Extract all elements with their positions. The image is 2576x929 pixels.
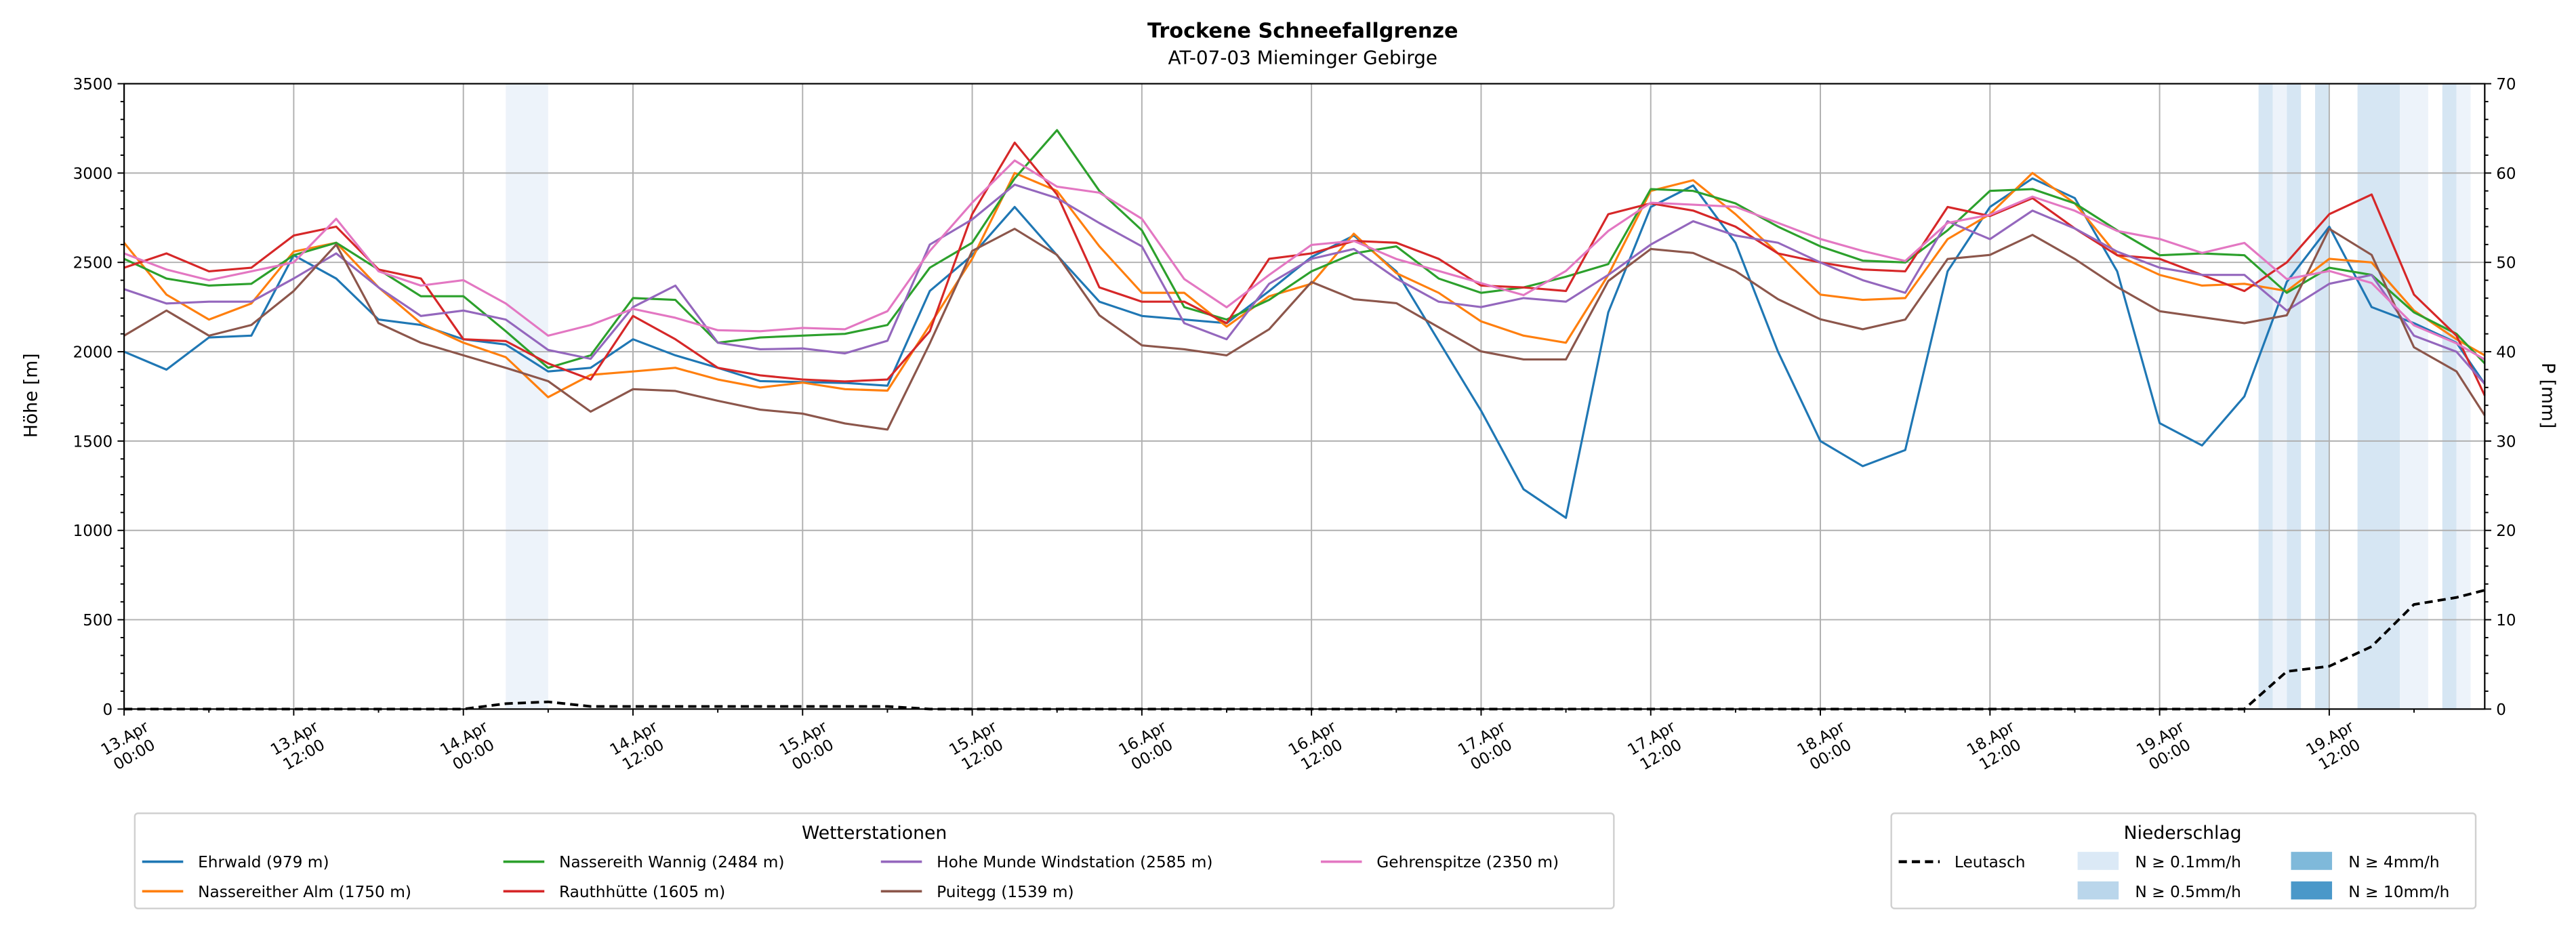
precip-band: [2456, 83, 2471, 709]
station-lines: [123, 129, 2486, 711]
precip-band: [2258, 83, 2273, 709]
legend-class-label: N ≥ 10mm/h: [2348, 883, 2449, 901]
y-axis-label: Höhe [m]: [21, 353, 42, 438]
precip-bands: [506, 83, 2471, 709]
legend-station-label: Gehrenspitze (2350 m): [1376, 853, 1559, 871]
legend-patch-10: [2291, 881, 2333, 900]
y-axis-right-label: P [mm]: [2537, 363, 2558, 428]
precip-band: [2442, 83, 2457, 709]
legend-station-label: Rauthhütte (1605 m): [559, 883, 725, 901]
legend-class-label: N ≥ 0.1mm/h: [2135, 853, 2241, 871]
chart-subtitle: AT-07-03 Mieminger Gebirge: [1168, 46, 1438, 68]
y-tick-label: 2500: [73, 255, 113, 272]
series-line-nassereither: [123, 171, 2486, 398]
y-right-tick-label: 50: [2496, 255, 2516, 272]
legend-station-label: Puitegg (1539 m): [937, 883, 1074, 901]
series-line-puitegg: [123, 228, 2486, 431]
y-right-tick-label: 0: [2496, 701, 2506, 719]
plot-frame: [123, 83, 2486, 710]
legend-station-label: Nassereither Alm (1750 m): [198, 883, 411, 901]
y-right-tick-label: 40: [2496, 344, 2516, 362]
legend-patch-0.1: [2077, 852, 2119, 870]
series-line-nassereith: [123, 129, 2486, 369]
legend-precip: Niederschlag Leutasch N ≥ 0.1mm/h N ≥ 0.…: [1890, 812, 2477, 909]
legend-stations: Wetterstationen Ehrwald (979 m) Nassereit…: [134, 812, 1615, 909]
legend-station-label: Hohe Munde Windstation (2585 m): [937, 853, 1212, 871]
series-line-rauthhütte: [123, 141, 2486, 396]
precip-band: [2287, 83, 2302, 709]
legend-station-label: Nassereith Wannig (2484 m): [559, 853, 784, 871]
legend-class-label: N ≥ 4mm/h: [2348, 853, 2439, 871]
legend-patch-0.5: [2077, 881, 2119, 900]
y-tick-label: 1000: [73, 522, 113, 540]
y-right-tick-label: 10: [2496, 612, 2516, 629]
y-tick-label: 2000: [73, 344, 113, 362]
legend-leutasch-label: Leutasch: [1955, 853, 2026, 871]
legend-station-label: Ehrwald (979 m): [198, 853, 329, 871]
y-right-tick-label: 60: [2496, 165, 2516, 183]
series-line-gehrenspitze: [123, 159, 2486, 360]
legend-precip-title: Niederschlag: [2124, 823, 2242, 844]
series-line-hohe: [123, 183, 2486, 385]
y-right-tick-label: 70: [2496, 76, 2516, 94]
chart-title: Trockene Schneefallgrenze: [1147, 20, 1458, 43]
precip-band: [2272, 83, 2287, 709]
y-right-tick-label: 30: [2496, 433, 2516, 451]
precip-band: [2357, 83, 2400, 709]
y-right-tick-label: 20: [2496, 522, 2516, 540]
precip-band: [2315, 83, 2329, 709]
y-tick-label: 3000: [73, 165, 113, 183]
precip-band: [506, 83, 548, 709]
legend-stations-title: Wetterstationen: [802, 823, 947, 844]
y-tick-label: 3500: [73, 76, 113, 94]
y-tick-label: 0: [103, 701, 113, 719]
y-tick-label: 500: [83, 612, 113, 629]
y-tick-label: 1500: [73, 433, 113, 451]
legend-patch-4: [2291, 852, 2333, 870]
legend-class-label: N ≥ 0.5mm/h: [2135, 883, 2241, 901]
